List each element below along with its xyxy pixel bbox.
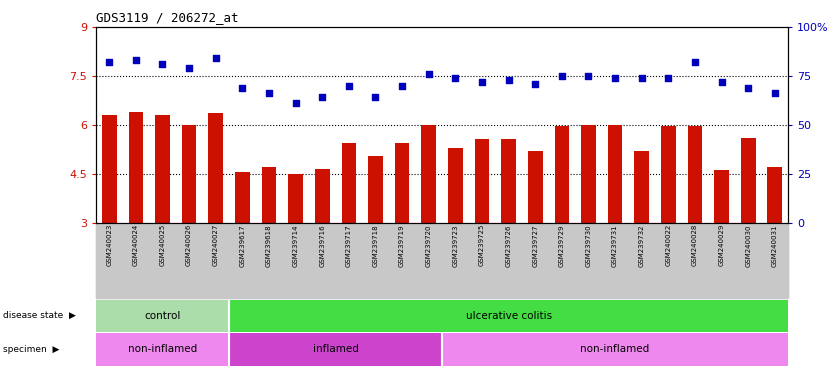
Bar: [128, 112, 143, 223]
Point: [635, 75, 648, 81]
Bar: [687, 126, 702, 223]
Point: [209, 55, 223, 61]
Bar: [767, 167, 782, 223]
Point: [262, 90, 275, 96]
Bar: [442, 333, 788, 366]
Point: [661, 75, 675, 81]
Point: [609, 75, 622, 81]
Point: [582, 73, 595, 79]
Point: [315, 94, 329, 101]
Bar: [315, 169, 329, 223]
Point: [715, 79, 728, 85]
Bar: [262, 167, 276, 223]
Text: ulcerative colitis: ulcerative colitis: [465, 311, 551, 321]
Bar: [555, 126, 569, 223]
Bar: [102, 115, 117, 223]
Bar: [394, 143, 409, 223]
Point: [688, 59, 701, 65]
Bar: [96, 333, 229, 366]
Text: specimen  ▶: specimen ▶: [3, 345, 59, 354]
Point: [103, 59, 116, 65]
Point: [156, 61, 169, 67]
Point: [129, 57, 143, 63]
Text: non-inflamed: non-inflamed: [580, 344, 650, 354]
Bar: [155, 115, 170, 223]
Bar: [235, 172, 249, 223]
Text: non-inflamed: non-inflamed: [128, 344, 197, 354]
Bar: [635, 151, 649, 223]
Text: disease state  ▶: disease state ▶: [3, 311, 75, 320]
Bar: [661, 126, 676, 223]
Point: [395, 83, 409, 89]
Bar: [229, 300, 788, 332]
Point: [422, 71, 435, 77]
Text: GDS3119 / 206272_at: GDS3119 / 206272_at: [96, 11, 239, 24]
Point: [475, 79, 489, 85]
Point: [449, 75, 462, 81]
Bar: [581, 125, 595, 223]
Bar: [714, 170, 729, 223]
Point: [555, 73, 569, 79]
Text: inflamed: inflamed: [313, 344, 359, 354]
Point: [369, 94, 382, 101]
Bar: [528, 151, 543, 223]
Bar: [608, 125, 622, 223]
Text: control: control: [144, 311, 181, 321]
Point: [741, 84, 755, 91]
Bar: [229, 333, 442, 366]
Point: [768, 90, 781, 96]
Point: [529, 81, 542, 87]
Bar: [289, 174, 303, 223]
Bar: [475, 139, 490, 223]
Point: [289, 100, 302, 106]
Point: [183, 65, 196, 71]
Point: [342, 83, 355, 89]
Bar: [421, 125, 436, 223]
Bar: [741, 138, 756, 223]
Bar: [182, 125, 197, 223]
Bar: [448, 148, 463, 223]
Point: [236, 84, 249, 91]
Bar: [501, 139, 516, 223]
Bar: [368, 156, 383, 223]
Bar: [341, 143, 356, 223]
Bar: [208, 113, 223, 223]
Bar: [96, 300, 229, 332]
Point: [502, 77, 515, 83]
